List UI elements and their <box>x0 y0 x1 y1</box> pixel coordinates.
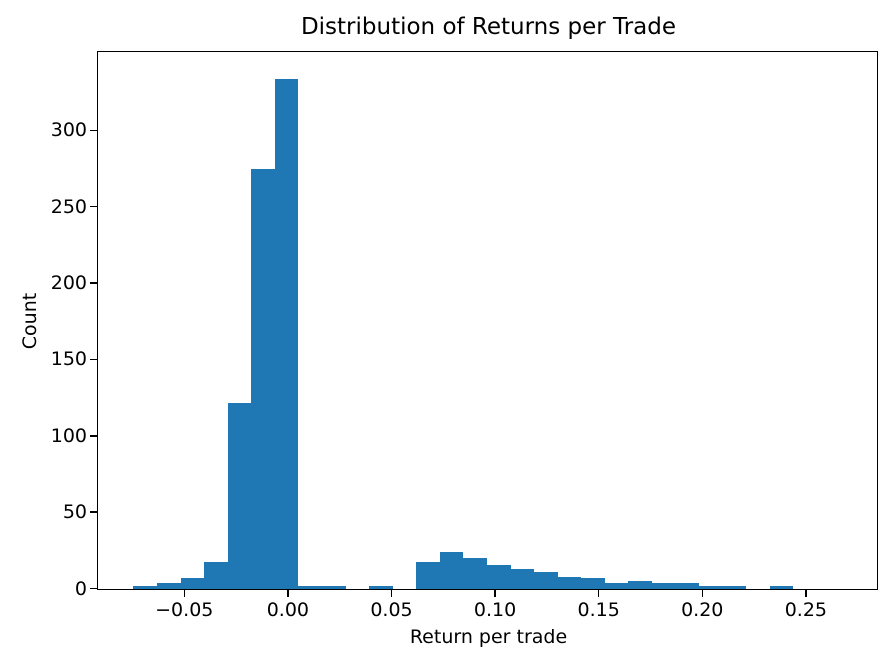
histogram-bar <box>204 561 228 589</box>
histogram-bar <box>652 582 676 589</box>
y-tick-label: 0 <box>74 577 87 600</box>
histogram-bar <box>251 169 275 589</box>
histogram-bar <box>133 585 157 589</box>
histogram-bar <box>487 564 511 589</box>
x-tick-mark <box>701 590 703 597</box>
histogram-bar <box>439 552 464 589</box>
histogram-bar <box>274 78 299 589</box>
y-tick-label: 50 <box>62 501 87 524</box>
x-tick-label: 0.15 <box>577 599 620 621</box>
x-tick-label: 0.25 <box>784 599 827 621</box>
histogram-bar <box>581 578 605 589</box>
x-tick-mark <box>805 590 807 597</box>
histogram-bar <box>628 581 652 589</box>
y-tick-label: 100 <box>50 424 87 447</box>
y-tick-mark <box>90 129 97 132</box>
x-tick-label: 0.00 <box>266 599 310 621</box>
x-tick-label: 0.10 <box>473 599 517 621</box>
histogram-bar <box>557 576 582 589</box>
y-axis-label: Count <box>19 292 41 350</box>
y-tick-mark <box>90 205 97 208</box>
x-tick-mark <box>597 590 600 597</box>
histogram-bar <box>604 582 629 589</box>
plot-area <box>97 51 878 590</box>
histogram-bar <box>157 582 181 589</box>
histogram-bar <box>534 572 558 589</box>
y-tick-mark <box>90 282 97 284</box>
y-tick-mark <box>90 511 97 513</box>
x-tick-label: 0.20 <box>681 599 724 621</box>
histogram-bar <box>510 569 535 589</box>
histogram-bar <box>322 585 346 589</box>
x-tick-mark <box>494 590 496 597</box>
histogram-bar <box>675 582 700 589</box>
x-tick-label: −0.05 <box>155 599 214 621</box>
y-tick-label: 150 <box>50 348 87 371</box>
x-tick-mark <box>183 590 186 597</box>
histogram-bar <box>298 585 322 589</box>
histogram-bar <box>227 402 252 589</box>
x-tick-mark <box>390 590 393 597</box>
histogram-bar <box>463 558 487 589</box>
histogram-bar <box>699 585 723 589</box>
x-axis-label: Return per trade <box>409 626 568 648</box>
histogram-bar <box>416 561 440 589</box>
x-tick-label: 0.05 <box>370 599 413 621</box>
chart-title: Distribution of Returns per Trade <box>300 14 677 40</box>
x-tick-mark <box>287 590 289 597</box>
histogram-bar <box>722 585 747 589</box>
y-tick-mark <box>90 358 97 361</box>
histogram-bar <box>180 578 205 589</box>
y-tick-label: 250 <box>50 195 87 218</box>
y-tick-label: 200 <box>50 272 87 295</box>
y-tick-label: 300 <box>50 119 87 142</box>
y-tick-mark <box>90 587 97 590</box>
histogram-bar <box>369 585 393 589</box>
y-tick-mark <box>90 435 97 437</box>
histogram-bar <box>769 585 794 589</box>
